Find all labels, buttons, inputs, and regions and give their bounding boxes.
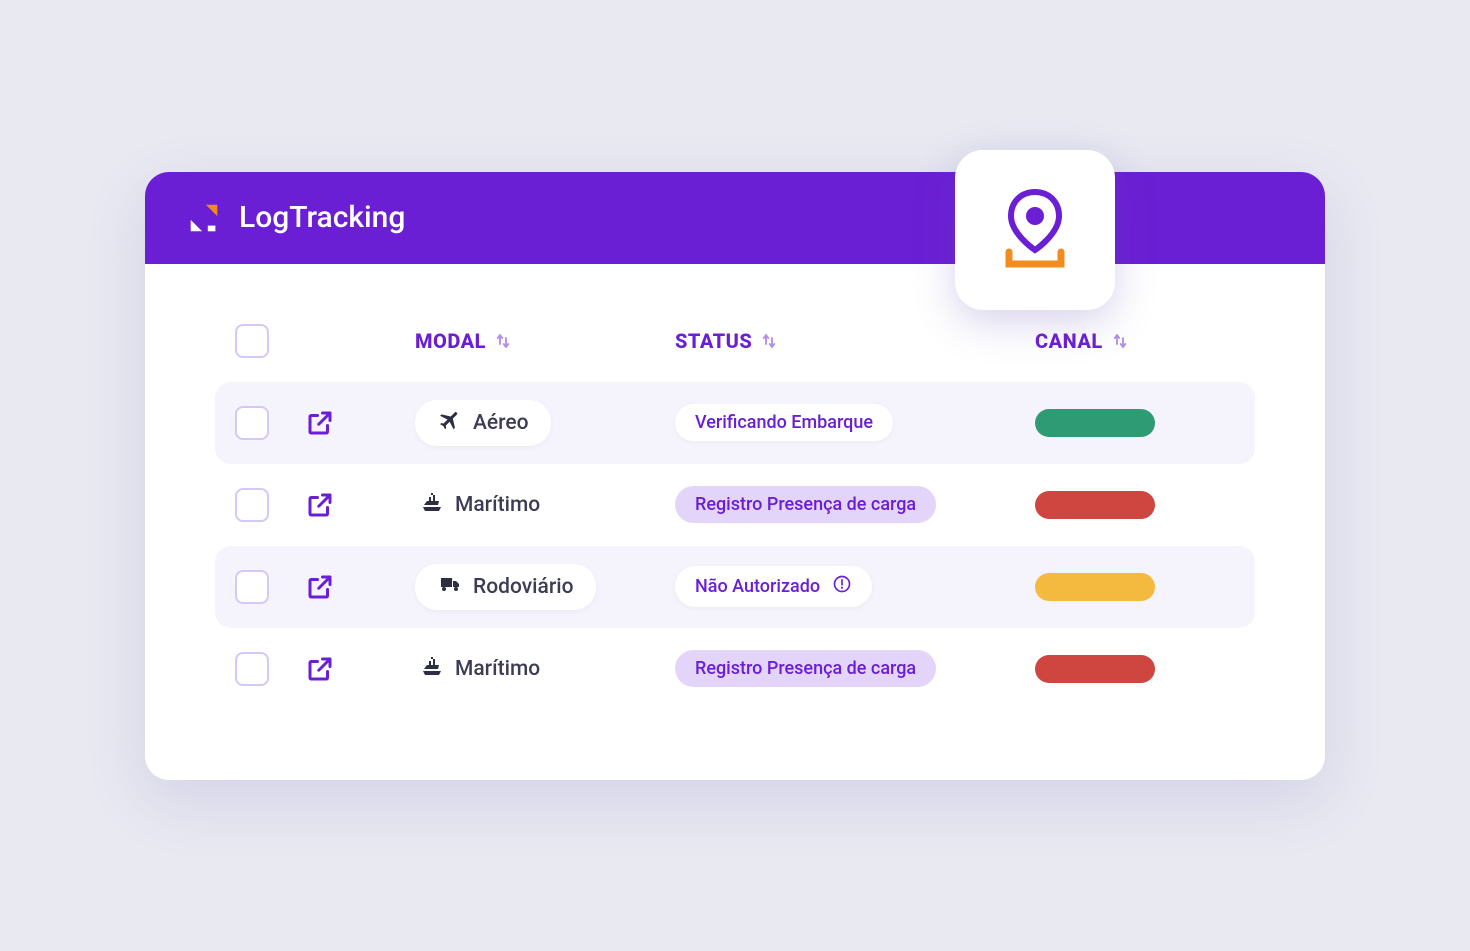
status-label: Registro Presença de carga [695, 494, 916, 515]
status-label: Verificando Embarque [695, 412, 873, 433]
column-label: MODAL [415, 329, 486, 353]
location-badge [955, 150, 1115, 310]
modal-label: Rodoviário [473, 575, 574, 599]
modal-pill: Rodoviário [415, 564, 596, 610]
open-link-icon[interactable] [305, 654, 335, 684]
logo-icon [185, 199, 223, 237]
ship-icon [419, 654, 445, 684]
status-label: Registro Presença de carga [695, 658, 916, 679]
table-header: MODAL STATUS CANAL [215, 324, 1255, 382]
canal-chip [1035, 573, 1155, 601]
plane-icon [437, 408, 463, 438]
canal-chip [1035, 409, 1155, 437]
status-pill: Não Autorizado [675, 566, 872, 607]
column-label: STATUS [675, 329, 752, 353]
open-link-icon[interactable] [305, 490, 335, 520]
row-checkbox[interactable] [235, 488, 269, 522]
column-header-modal[interactable]: MODAL [415, 329, 675, 353]
canal-chip [1035, 655, 1155, 683]
modal-label: Marítimo [455, 493, 540, 517]
open-link-icon[interactable] [305, 572, 335, 602]
modal-pill: Aéreo [415, 400, 551, 446]
modal-pill: Marítimo [415, 646, 562, 692]
canal-chip [1035, 491, 1155, 519]
logo-group: LogTracking [185, 199, 405, 237]
truck-icon [437, 572, 463, 602]
status-label: Não Autorizado [695, 576, 820, 597]
sort-icon [1111, 332, 1129, 350]
table-row: Marítimo Registro Presença de carga [215, 628, 1255, 710]
row-checkbox[interactable] [235, 570, 269, 604]
modal-pill: Marítimo [415, 482, 562, 528]
ship-icon [419, 490, 445, 520]
column-header-canal[interactable]: CANAL [1015, 329, 1235, 353]
column-header-status[interactable]: STATUS [675, 329, 1015, 353]
alert-icon [832, 574, 852, 599]
column-label: CANAL [1035, 329, 1103, 353]
header-bar: LogTracking [145, 172, 1325, 264]
modal-label: Marítimo [455, 657, 540, 681]
modal-label: Aéreo [473, 411, 529, 435]
table-row: Rodoviário Não Autorizado [215, 546, 1255, 628]
table: MODAL STATUS CANAL Aéreo Verificando Emb [145, 264, 1325, 780]
table-row: Marítimo Registro Presença de carga [215, 464, 1255, 546]
sort-icon [760, 332, 778, 350]
row-checkbox[interactable] [235, 652, 269, 686]
status-pill: Verificando Embarque [675, 404, 893, 441]
table-row: Aéreo Verificando Embarque [215, 382, 1255, 464]
sort-icon [494, 332, 512, 350]
open-link-icon[interactable] [305, 408, 335, 438]
status-pill: Registro Presença de carga [675, 650, 936, 687]
row-checkbox[interactable] [235, 406, 269, 440]
status-pill: Registro Presença de carga [675, 486, 936, 523]
app-card: LogTracking MODAL STATUS [145, 172, 1325, 780]
app-title: LogTracking [239, 200, 405, 235]
select-all-checkbox[interactable] [235, 324, 269, 358]
